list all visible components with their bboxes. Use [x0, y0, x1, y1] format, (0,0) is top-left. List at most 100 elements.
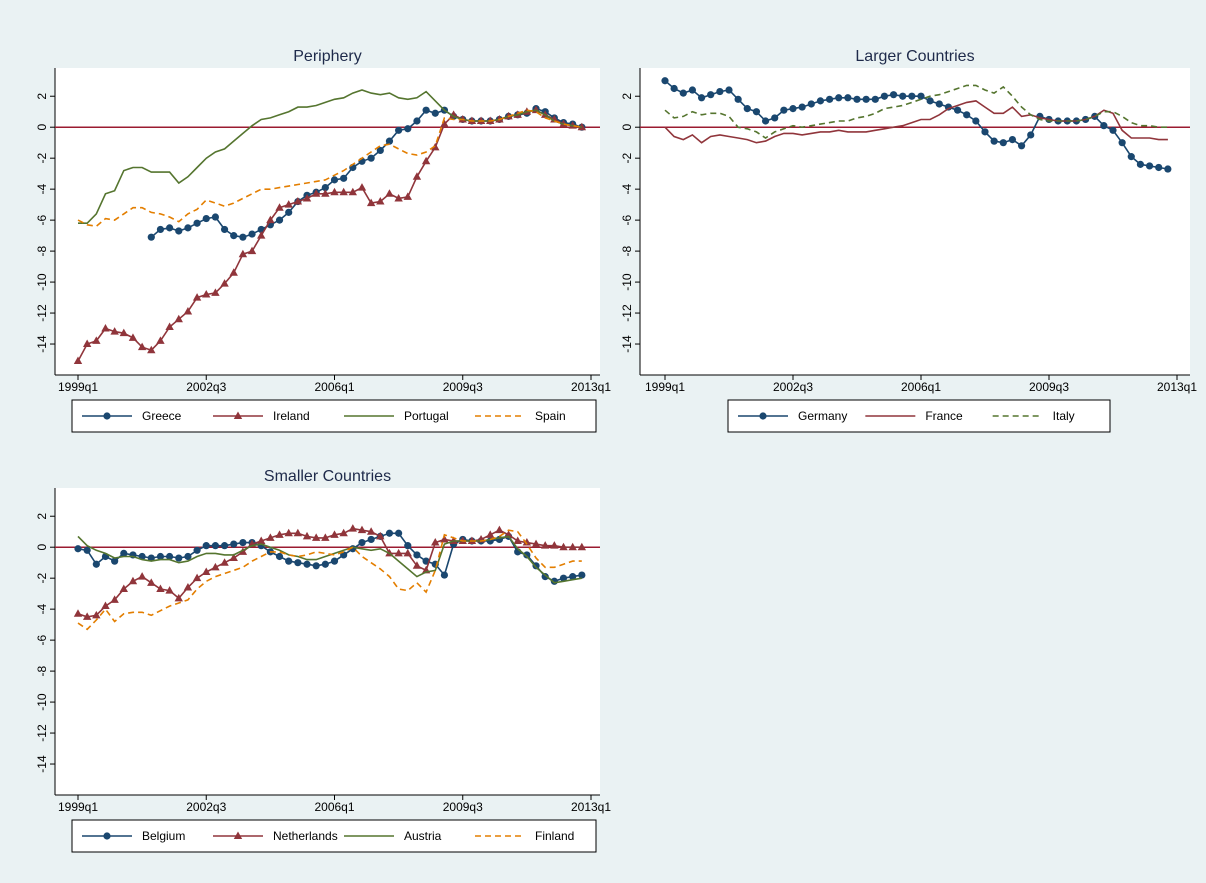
x-tick-label: 1999q1: [58, 380, 98, 394]
marker: [825, 95, 834, 103]
marker: [357, 525, 367, 534]
marker: [559, 542, 568, 551]
marker: [761, 117, 770, 125]
marker: [953, 106, 962, 114]
marker: [73, 609, 83, 617]
legend-marker: [233, 411, 243, 419]
marker: [147, 345, 156, 354]
x-tick-label: 2002q3: [186, 380, 226, 394]
x-tick-label: 1999q1: [645, 380, 685, 394]
y-tick-label: -10: [620, 273, 634, 291]
legend-marker: [103, 832, 111, 840]
marker: [412, 561, 422, 569]
marker: [211, 288, 220, 296]
marker: [229, 268, 238, 276]
marker: [413, 117, 421, 125]
marker: [412, 172, 422, 180]
x-tick-label: 2009q3: [1029, 380, 1069, 394]
marker: [229, 553, 238, 562]
marker: [880, 92, 889, 100]
marker: [312, 562, 320, 570]
marker: [889, 91, 898, 99]
marker: [559, 574, 568, 582]
marker: [166, 224, 174, 232]
y-tick-label: -12: [620, 304, 634, 322]
marker: [990, 137, 998, 145]
legend-marker: [233, 831, 243, 839]
legend-label: Austria: [404, 829, 442, 843]
x-tick-label: 2013q1: [571, 380, 611, 394]
marker: [156, 552, 165, 561]
marker: [330, 176, 339, 184]
marker: [330, 557, 339, 565]
marker: [330, 187, 339, 196]
marker: [1136, 160, 1145, 168]
marker: [431, 538, 440, 546]
panel-title: Larger Countries: [855, 48, 974, 65]
y-tick-label: -2: [620, 153, 634, 164]
marker: [688, 86, 697, 94]
marker: [147, 578, 156, 586]
legend-label: Spain: [535, 409, 566, 423]
x-tick-label: 2002q3: [773, 380, 813, 394]
marker: [92, 560, 100, 568]
marker: [192, 293, 202, 301]
marker: [147, 554, 155, 562]
y-tick-label: -12: [35, 724, 49, 742]
marker: [707, 91, 715, 99]
marker: [1008, 135, 1017, 144]
y-tick-label: -4: [35, 183, 49, 194]
marker: [330, 530, 339, 538]
y-tick-label: 2: [35, 93, 49, 100]
marker: [523, 551, 531, 559]
marker: [725, 86, 733, 94]
marker: [935, 100, 943, 108]
legend-marker: [103, 412, 111, 420]
y-tick-label: -14: [620, 335, 634, 353]
marker: [367, 535, 375, 544]
marker: [1164, 165, 1172, 173]
marker: [871, 95, 879, 103]
panel-title: Periphery: [293, 48, 361, 65]
marker: [82, 612, 92, 620]
marker: [192, 573, 202, 582]
marker: [771, 114, 779, 122]
marker: [569, 573, 577, 581]
marker: [202, 567, 211, 575]
marker: [670, 84, 678, 93]
marker: [175, 227, 183, 235]
marker: [403, 192, 412, 200]
y-tick-label: -2: [35, 153, 49, 164]
legend-label: Germany: [798, 409, 847, 423]
marker: [284, 528, 293, 537]
marker: [679, 89, 687, 97]
x-tick-label: 2009q3: [443, 800, 483, 814]
marker: [230, 232, 238, 240]
marker: [1155, 163, 1163, 172]
marker: [311, 533, 321, 541]
marker: [376, 146, 384, 155]
y-tick-label: -10: [35, 693, 49, 711]
y-tick-label: -4: [620, 183, 634, 194]
marker: [220, 225, 229, 234]
marker: [734, 95, 742, 103]
marker: [193, 219, 201, 227]
marker: [110, 595, 119, 603]
marker: [385, 137, 394, 145]
marker: [348, 524, 358, 532]
marker: [238, 249, 248, 258]
marker: [82, 339, 92, 348]
marker: [395, 126, 403, 134]
marker: [137, 342, 147, 351]
marker: [257, 536, 266, 545]
y-tick-label: 0: [35, 124, 49, 131]
marker: [175, 554, 183, 562]
marker: [302, 531, 312, 540]
marker: [101, 324, 110, 332]
marker: [440, 119, 449, 128]
marker: [92, 336, 101, 344]
marker: [743, 105, 751, 113]
marker: [1100, 122, 1108, 130]
x-tick-label: 2009q3: [443, 380, 483, 394]
marker: [266, 215, 275, 224]
